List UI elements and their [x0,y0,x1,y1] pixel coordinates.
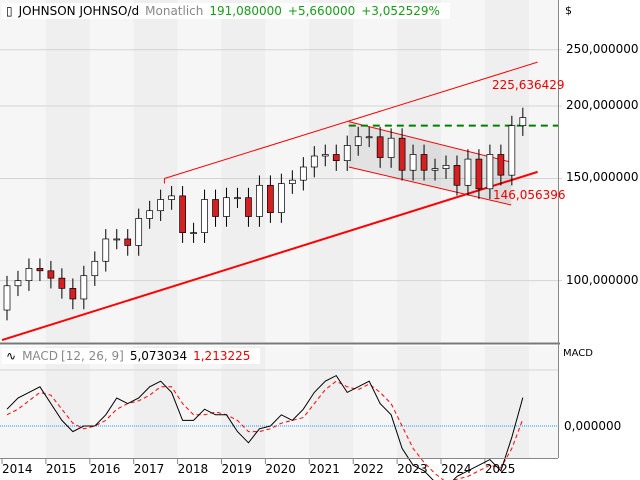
change: +5,660000 [287,4,356,18]
candle-body [91,260,99,277]
year-band [133,346,178,458]
candle-body [398,137,406,171]
price-tick: 150,000000 [566,170,639,185]
candle-body [212,199,219,217]
year-band [309,346,354,458]
year-band [133,0,178,342]
candle-body [278,183,285,213]
candle-body [146,210,154,219]
macd-axis-label: MACD [563,348,593,359]
candle-body [102,238,110,262]
trendline-support [1,170,538,342]
candle-body [179,195,186,233]
candle-body [464,158,472,186]
candle-body [310,155,318,168]
candle-body [135,218,143,246]
year-band [221,0,266,342]
candle-body [289,179,296,184]
candle-body [321,154,329,157]
year-label: 2018 [177,462,209,476]
candle-body [299,166,307,181]
support-value: 146,056396 [493,188,566,202]
candle-body [387,137,395,158]
year-label: 2019 [221,462,253,476]
trendline-desc-lower [348,166,512,206]
macd-line [6,374,524,480]
change-pct: +3,052529% [361,4,440,18]
candle-icon: ▯ [6,4,13,18]
year-label: 2016 [89,462,121,476]
wave-icon: ∿ [6,349,17,363]
candle-body [201,199,208,233]
candle-body [332,154,340,162]
candle-body [519,117,527,126]
year-label: 2020 [265,462,296,476]
year-label: 2022 [353,462,384,476]
candle-body [453,165,461,186]
candle-body [376,136,384,158]
price-tick: 250,000000 [566,41,639,56]
candle-body [124,238,132,246]
candle-body [508,125,516,176]
year-label: 2017 [133,462,165,476]
candle-body [3,285,11,311]
year-label: 2015 [45,462,77,476]
candle-body [365,136,373,139]
candle-body [475,158,483,190]
candle-body [497,154,505,176]
candle-body [343,145,351,162]
candle-body [58,277,66,289]
macd-name: MACD [22,349,59,363]
signal-value: 1,213225 [193,349,251,363]
macd-pane [0,346,558,458]
macd-zero-tick: 0,000000 [564,419,622,433]
macd-value: 5,073034 [129,349,188,363]
year-band [397,0,441,342]
candle-body [256,184,263,217]
candle-body [442,165,450,169]
candle-body [431,168,439,171]
trendline-upper-channel [164,61,538,179]
year-band [309,0,354,342]
macd-params: [12, 26, 9] [61,349,124,363]
candle-body [354,136,362,146]
price-tick: 200,000000 [566,98,639,112]
candle-body [168,195,175,200]
candle-body [245,197,252,217]
candle-body [267,184,274,213]
candle-body [14,280,22,287]
candle-body [113,238,121,241]
year-band [221,346,266,458]
candle-body [234,197,241,200]
price-tick: 100,000000 [566,272,639,287]
price-legend: ▯ JOHNSON JOHNSO/d Monatlich 191,080000 +5,6… [2,3,450,19]
candle-body [69,287,77,300]
currency-label: $ [565,4,572,17]
candle-body [190,232,197,234]
year-band [484,346,529,458]
year-band [397,346,441,458]
candle-body [157,199,164,212]
symbol: JOHNSON JOHNSO/d [18,4,140,18]
candle-body [80,275,88,300]
candle-body [25,268,33,282]
last-price: 191,080000 [209,4,282,18]
candle-body [409,154,417,171]
candle-body [223,197,230,217]
candle-body [486,154,494,190]
macd-legend: ∿ MACD [12, 26, 9] 5,073034 1,213225 [2,348,261,364]
year-label: 2021 [309,462,340,476]
year-label: 2025 [484,462,516,476]
year-label: 2023 [397,462,428,476]
trendline-desc-upper [348,121,512,163]
upper-channel-value: 225,636429 [492,78,565,92]
candle-body [36,268,44,272]
candle-body [47,270,55,279]
period: Monatlich [145,4,204,18]
year-band [45,346,90,458]
candle-body [420,154,428,171]
year-label: 2014 [2,462,33,476]
year-label: 2024 [441,462,472,476]
